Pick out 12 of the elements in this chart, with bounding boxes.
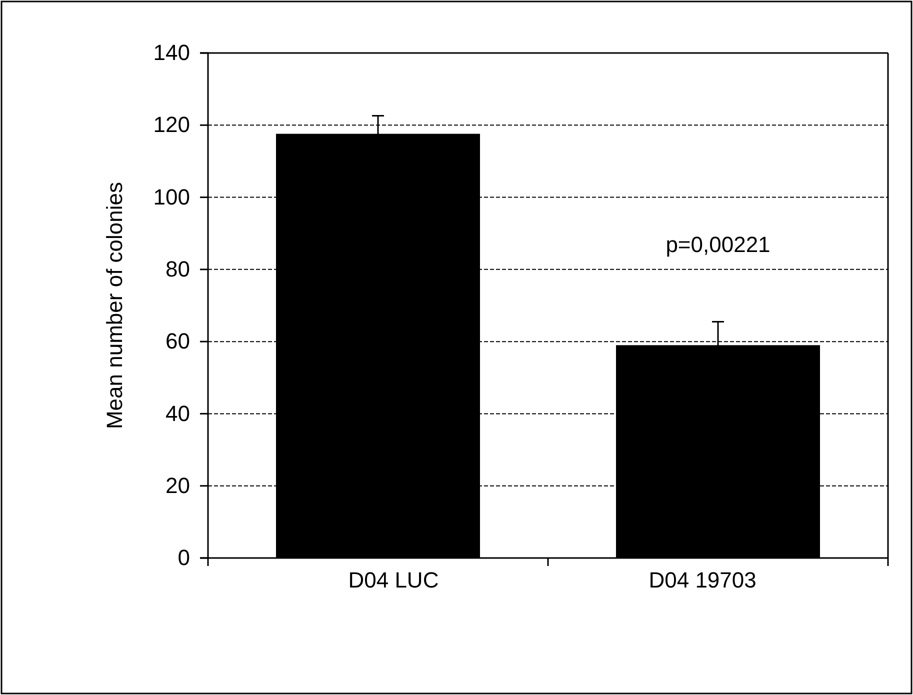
y-axis-title: Mean number of colonies (102, 182, 127, 430)
annotation: p=0,00221 (666, 232, 770, 257)
y-tick-label: 140 (153, 40, 190, 66)
y-tick-label: 80 (166, 256, 190, 282)
x-tick-label: D04 LUC (348, 568, 439, 593)
y-tick-label: 20 (166, 472, 190, 498)
y-tick-label: 100 (153, 184, 190, 210)
y-tick-label: 60 (166, 328, 190, 354)
y-tick-label: 0 (178, 545, 190, 570)
x-tick-label: D04 19703 (648, 568, 756, 593)
y-tick-label: 120 (153, 112, 190, 138)
y-tick-label: 40 (166, 400, 190, 426)
